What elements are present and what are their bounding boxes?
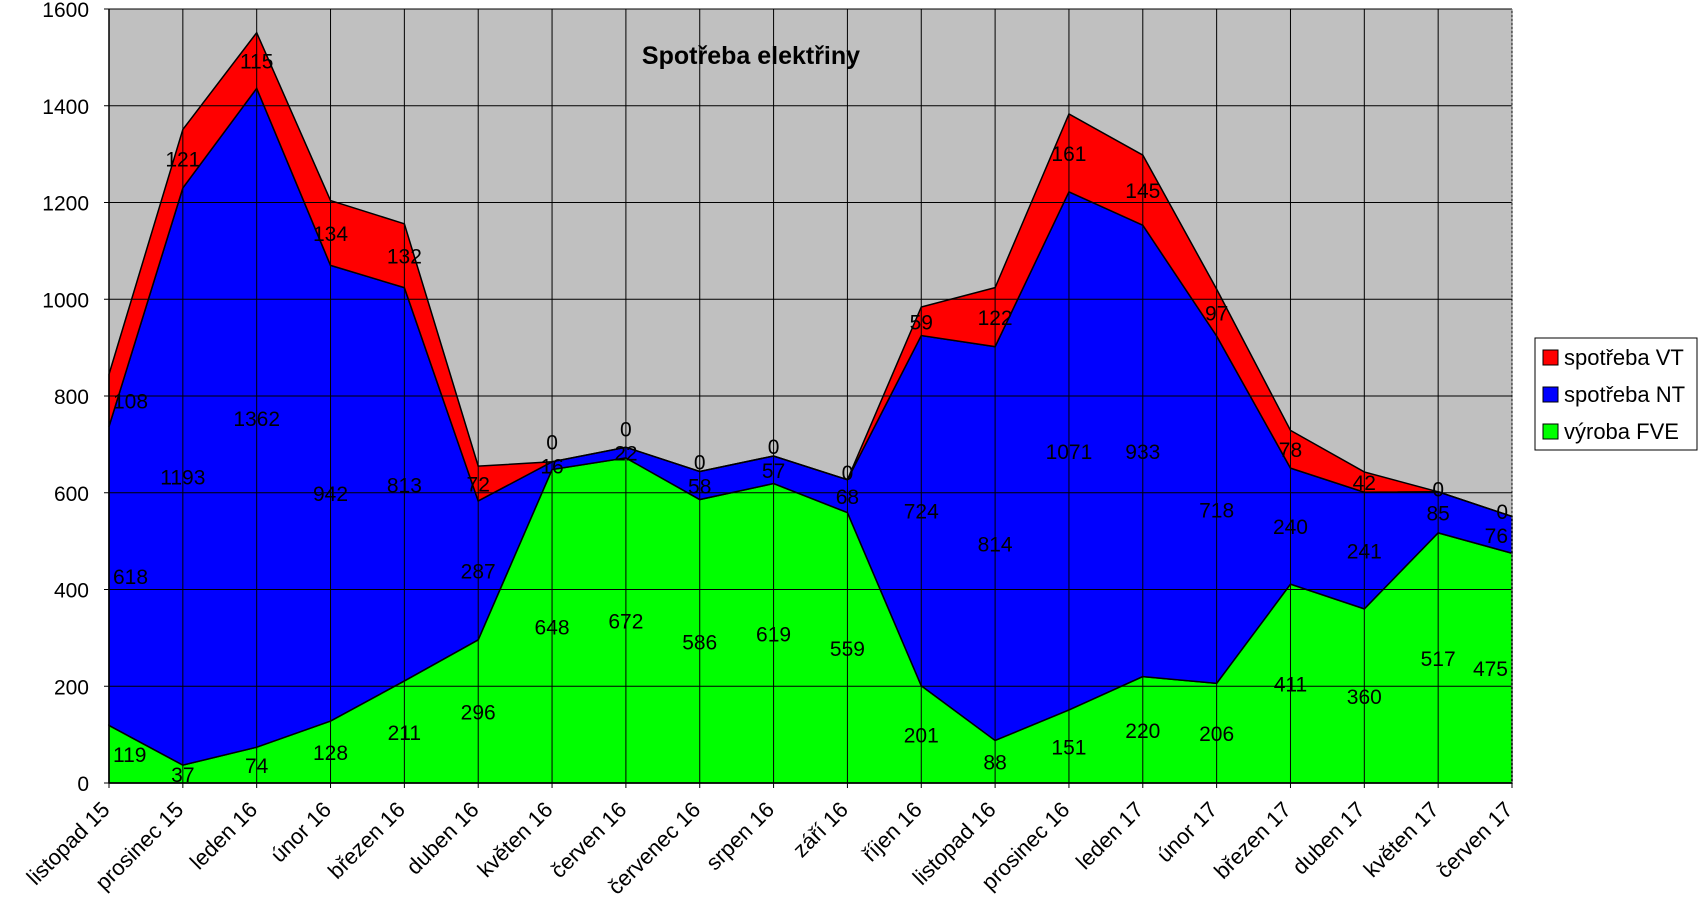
data-label: 220 [1125,720,1160,743]
data-label: 115 [240,51,273,74]
data-label: 360 [1347,686,1382,709]
data-label: 78 [1279,439,1302,462]
data-label: 145 [1125,180,1160,203]
data-label: 648 [535,616,570,639]
legend-label: výroba FVE [1564,419,1679,444]
data-label: 68 [836,486,859,509]
data-label: 724 [904,501,939,524]
data-label: 108 [113,390,148,413]
data-label: 151 [1051,736,1086,759]
legend: spotřeba VT spotřeba NT výroba FVE [1534,337,1698,451]
y-tick-label: 0 [77,773,89,796]
data-label: 72 [467,474,490,497]
data-label: 287 [461,560,496,583]
data-label: 619 [756,623,791,646]
x-tick-label: září 16 [788,797,853,862]
data-label: 296 [461,701,496,724]
data-label: 813 [387,474,422,497]
y-tick-label: 1400 [42,96,89,119]
data-label: 475 [1473,658,1508,681]
x-tick-label: březen 16 [323,797,410,884]
y-tick-label: 1200 [42,193,89,216]
x-tick-label: leden 17 [1071,797,1148,874]
data-label: 411 [1274,674,1307,697]
data-label: 88 [983,752,1006,775]
data-label: 1193 [160,467,205,490]
x-tick-label: leden 16 [185,797,262,874]
data-label: 201 [904,724,939,747]
data-label: 718 [1199,500,1234,523]
legend-label: spotřeba NT [1564,382,1685,407]
data-label: 76 [1485,525,1508,548]
x-tick-label: březen 17 [1209,797,1296,884]
data-label: 1362 [233,408,280,431]
x-tick-label: květen 17 [1359,797,1444,882]
data-label: 241 [1347,541,1382,564]
x-tick-label: únor 17 [1152,797,1222,867]
y-tick-label: 200 [54,676,89,699]
data-labels: 119 618 108 37 1193 121 74 1362 115 128 942 134 211 8… [113,51,1508,788]
data-label: 85 [1426,502,1449,525]
data-label: 42 [1353,472,1376,495]
y-axis: 0 200 400 600 800 1000 1200 1400 1600 [42,0,110,796]
legend-swatch [1542,386,1559,403]
data-label: 0 [694,451,706,474]
data-label: 57 [762,460,785,483]
data-label: 0 [768,436,780,459]
data-label: 0 [620,419,632,442]
data-label: 161 [1051,143,1086,166]
data-label: 240 [1273,516,1308,539]
data-label: 128 [313,742,348,765]
data-label: 122 [978,307,1013,330]
legend-swatch [1542,423,1559,440]
data-label: 942 [313,483,348,506]
data-label: 211 [388,722,421,745]
x-tick-label: srpen 16 [701,797,779,875]
data-label: 0 [1432,478,1444,501]
y-tick-label: 1000 [42,289,89,312]
data-label: 1071 [1046,441,1093,464]
legend-swatch [1542,349,1559,366]
x-tick-label: duben 16 [401,797,484,880]
data-label: 206 [1199,723,1234,746]
data-label: 134 [313,223,348,246]
data-label: 517 [1421,648,1456,671]
y-tick-label: 600 [54,483,89,506]
x-tick-label: květen 16 [472,797,557,882]
chart-title: Spotřeba elektřiny [642,42,860,70]
data-label: 0 [842,462,854,485]
area-spotřeba-VT [108,31,1513,518]
data-label: 933 [1125,441,1160,464]
data-label: 121 [165,149,200,172]
data-label: 618 [113,566,148,589]
y-tick-label: 400 [54,580,89,603]
data-label: 0 [1496,501,1508,524]
data-label: 58 [688,475,711,498]
data-label: 97 [1205,303,1228,326]
data-label: 37 [171,764,194,787]
data-label: 0 [546,432,558,455]
x-tick-label: červen 17 [1432,797,1518,883]
data-label: 132 [387,246,422,269]
data-label: 119 [113,744,146,767]
data-label: 814 [978,534,1013,557]
y-tick-label: 1600 [42,0,89,22]
x-tick-label: říjen 16 [857,797,927,867]
data-label: 586 [682,631,717,654]
x-tick-label: duben 17 [1287,797,1370,880]
data-label: 59 [910,311,933,334]
y-tick-label: 800 [54,386,89,409]
data-label: 16 [540,456,563,479]
x-tick-label: únor 16 [266,797,336,867]
legend-label: spotřeba VT [1564,345,1684,370]
data-label: 22 [614,443,637,466]
data-label: 74 [245,755,269,778]
data-label: 672 [608,610,643,633]
gridlines [108,8,1513,784]
data-label: 559 [830,638,865,661]
